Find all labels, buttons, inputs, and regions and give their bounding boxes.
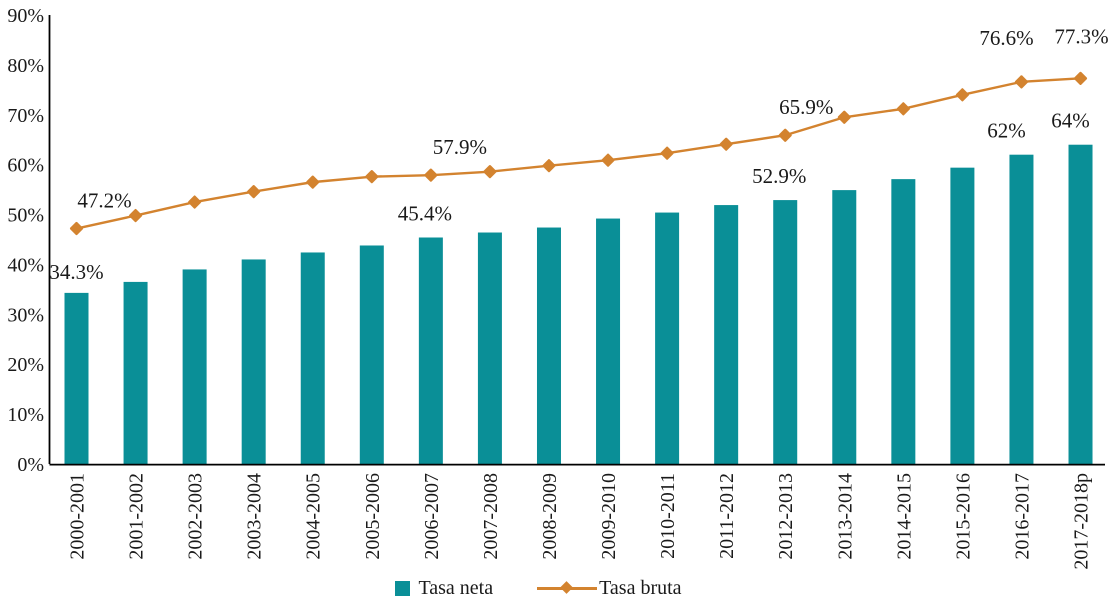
bar-2009-2010: [596, 218, 621, 464]
data-label-2006-2007: 57.9%: [433, 135, 487, 159]
point-2013-2014: [837, 110, 851, 124]
point-2010-2011: [660, 146, 674, 160]
data-label-2017-2018p: 64%: [1051, 109, 1090, 133]
data-label-2006-2007: 45.4%: [398, 202, 452, 226]
y-tick-50%: 50%: [7, 205, 44, 227]
bar-2015-2016: [950, 167, 975, 464]
bar-2005-2006: [359, 245, 384, 464]
bar-2012-2013: [773, 200, 798, 465]
point-2017-2018p: [1073, 71, 1088, 85]
legend: Tasa neta Tasa bruta: [0, 577, 1077, 600]
point-2008-2009: [542, 159, 556, 173]
bar-2006-2007: [418, 237, 443, 464]
bar-2002-2003: [182, 269, 207, 464]
bar-2003-2004: [241, 259, 266, 464]
x-label-2004-2005: 2004-2005: [303, 473, 325, 560]
y-tick-80%: 80%: [7, 55, 44, 77]
y-axis-tick-labels: 0% 10% 20% 30% 40% 50% 60% 70% 80% 90%: [7, 5, 44, 476]
x-label-2006-2007: 2006-2007: [421, 473, 443, 560]
y-tick-20%: 20%: [7, 354, 44, 376]
bar-2004-2005: [300, 252, 325, 464]
point-2009-2010: [601, 153, 615, 167]
line-markers-tasa-bruta: [69, 71, 1088, 236]
y-tick-30%: 30%: [7, 304, 44, 326]
point-2003-2004: [247, 185, 261, 199]
point-2001-2002: [128, 208, 143, 223]
bar-swatch-icon: [395, 581, 411, 596]
y-tick-90%: 90%: [7, 5, 44, 27]
line-series-tasa-bruta: [76, 77, 1081, 230]
legend-label-tasa-neta: Tasa neta: [418, 577, 494, 599]
y-tick-60%: 60%: [7, 155, 44, 177]
bar-2008-2009: [536, 227, 561, 464]
data-label-2016-2017: 62%: [987, 119, 1026, 143]
x-label-2012-2013: 2012-2013: [775, 473, 797, 560]
y-tick-10%: 10%: [7, 404, 44, 426]
y-tick-0%: 0%: [17, 454, 44, 476]
bar-2001-2002: [123, 281, 148, 464]
point-2012-2013: [778, 128, 792, 142]
point-2000-2001: [69, 221, 84, 236]
point-2016-2017: [1014, 75, 1029, 89]
legend-item-tasa-neta: Tasa neta: [395, 577, 493, 600]
data-label-2012-2013: 52.9%: [752, 164, 806, 188]
x-label-2002-2003: 2002-2003: [185, 473, 207, 560]
x-label-2007-2008: 2007-2008: [480, 473, 502, 560]
x-label-2017-2018p: 2017-2018p: [1071, 473, 1093, 570]
data-label-2000-2001: 47.2%: [77, 189, 131, 213]
y-tick-40%: 40%: [7, 254, 44, 276]
diamond-marker-icon: [560, 581, 573, 594]
bar-2010-2011: [655, 212, 680, 464]
y-tick-70%: 70%: [7, 105, 44, 127]
x-label-2014-2015: 2014-2015: [893, 473, 915, 560]
legend-label-tasa-bruta: Tasa bruta: [599, 577, 682, 599]
bars-series-tasa-neta: [64, 144, 1093, 465]
plot-area: 0%10%20%30%40%50%60%70%80%90%2000-2001 20…: [7, 5, 1108, 570]
data-label-2016-2017: 76.6%: [979, 26, 1033, 50]
bar-2000-2001: [64, 292, 89, 464]
x-label-2001-2002: 2001-2002: [126, 473, 148, 560]
bar-2017-2018p: [1068, 144, 1093, 464]
point-2006-2007: [424, 168, 438, 182]
x-label-2003-2004: 2003-2004: [244, 473, 266, 560]
bar-2014-2015: [891, 179, 916, 464]
data-labels-tasa-neta: 34.3% 45.4% 52.9% 62% 64%: [49, 109, 1089, 284]
point-2005-2006: [365, 170, 379, 184]
x-label-2008-2009: 2008-2009: [539, 473, 561, 560]
point-2011-2012: [719, 137, 733, 151]
x-label-2013-2014: 2013-2014: [834, 473, 856, 560]
legend-item-tasa-bruta: Tasa bruta: [537, 577, 682, 600]
x-label-2009-2010: 2009-2010: [598, 473, 620, 560]
x-label-2000-2001: 2000-2001: [67, 473, 89, 560]
data-label-2017-2018p: 77.3%: [1054, 24, 1108, 48]
x-axis-category-labels: 2000-2001 2001-2002 2002-2003 2003-2004 2004…: [67, 473, 1093, 570]
x-label-2011-2012: 2011-2012: [716, 473, 738, 559]
bar-2016-2017: [1009, 154, 1034, 464]
data-label-2000-2001: 34.3%: [49, 260, 103, 284]
data-labels-tasa-bruta: 47.2% 57.9% 65.9% 76.6% 77.3%: [77, 24, 1108, 212]
point-2014-2015: [896, 102, 910, 116]
point-2002-2003: [188, 195, 202, 209]
point-2004-2005: [306, 175, 320, 189]
x-label-2016-2017: 2016-2017: [1011, 473, 1033, 560]
x-label-2010-2011: 2010-2011: [657, 473, 679, 559]
bar-2007-2008: [477, 232, 502, 464]
bar-2011-2012: [714, 205, 739, 464]
bar-2013-2014: [832, 190, 857, 465]
data-label-2012-2013: 65.9%: [779, 95, 833, 119]
x-label-2015-2016: 2015-2016: [952, 473, 974, 560]
line-swatch-icon: [537, 581, 598, 594]
point-2015-2016: [955, 88, 969, 102]
point-2007-2008: [483, 165, 497, 179]
x-label-2005-2006: 2005-2006: [362, 473, 384, 560]
